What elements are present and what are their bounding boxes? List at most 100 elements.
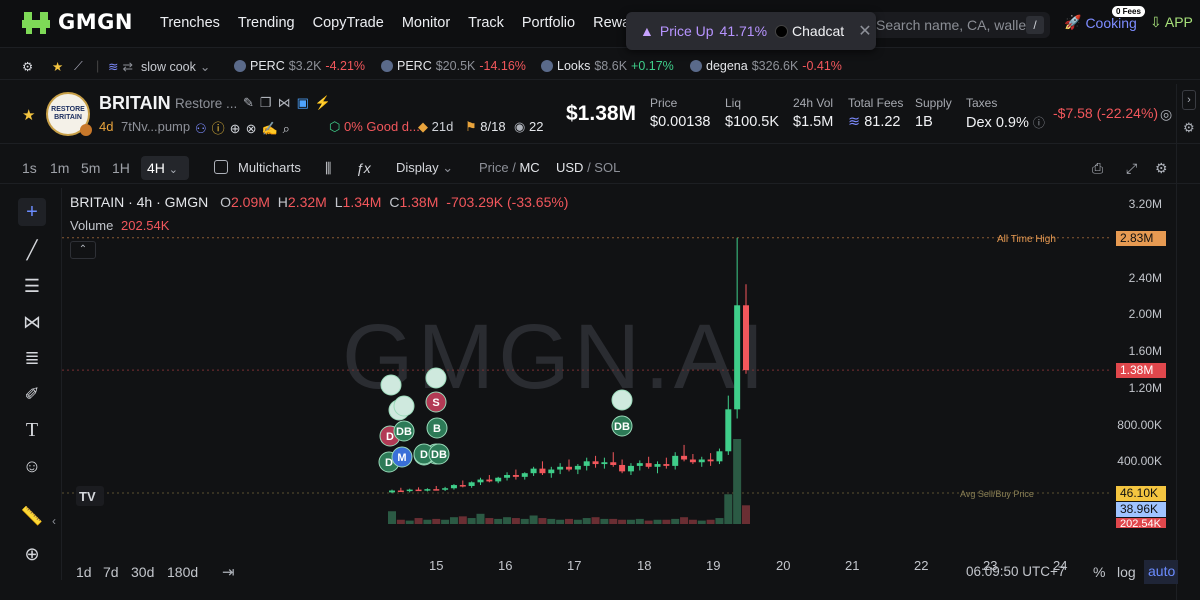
currency-toggle[interactable]: USD / SOL <box>556 160 621 175</box>
candle-body <box>530 468 537 474</box>
trendline-icon[interactable]: ╱ <box>26 240 38 260</box>
search-icon[interactable]: ⌕ <box>282 121 295 136</box>
goto-date-icon[interactable]: ⇥ <box>222 564 235 581</box>
volume-bar <box>635 518 644 524</box>
fib-icon[interactable]: ≣ <box>24 348 40 368</box>
emoji-icon[interactable]: ☺ <box>22 456 42 476</box>
stat-label: Liq <box>725 96 742 110</box>
ticker-item[interactable]: degena $326.6K -0.41% <box>690 59 842 73</box>
nav-track[interactable]: Track <box>468 15 504 31</box>
close-label: C <box>389 194 400 210</box>
eye-off-icon[interactable]: ◎ <box>1160 106 1173 122</box>
multicharts-label[interactable]: Multicharts <box>238 160 301 175</box>
sol-option[interactable]: SOL <box>594 160 621 175</box>
note-icon[interactable]: ✍ <box>261 121 283 136</box>
chart-canvas[interactable]: GMGN.AI All Time High Avg Sell/Buy Price S D… <box>62 188 1112 552</box>
price-option[interactable]: Price <box>479 160 509 175</box>
price-chart[interactable]: GMGN.AI All Time High Avg Sell/Buy Price S D… <box>62 188 1112 552</box>
stat-value: $1.5M <box>793 114 834 130</box>
ticker-item[interactable]: Looks $8.6K +0.17% <box>541 59 674 73</box>
candle-body <box>397 490 404 493</box>
nav-copytrade[interactable]: CopyTrade <box>312 15 384 31</box>
wallet-switch-icon: ⇄ <box>122 60 133 74</box>
bolt-icon[interactable]: ⚡ <box>314 95 338 110</box>
token-avatar <box>690 60 702 72</box>
range-30d[interactable]: 30d <box>131 564 155 580</box>
range-7d[interactable]: 7d <box>103 564 119 580</box>
usd-option[interactable]: USD <box>556 160 584 175</box>
timeframe-dropdown[interactable]: 4H ⌄ <box>141 156 189 180</box>
info-icon[interactable]: ⓘ <box>1032 116 1045 130</box>
fullscreen-icon[interactable]: ⤢ <box>1126 160 1138 176</box>
horizontal-lines-icon[interactable]: ☰ <box>23 276 41 296</box>
timeframe-1s[interactable]: 1s <box>22 160 37 176</box>
timeframe-1m[interactable]: 1m <box>50 160 70 176</box>
shield-icon: ⬡ <box>329 119 341 134</box>
nav-trending[interactable]: Trending <box>237 15 295 31</box>
display-dropdown[interactable]: Display ⌄ <box>396 160 453 176</box>
contract-address[interactable]: 7tNv...pump <box>121 119 191 134</box>
cooking-button[interactable]: 🚀 Cooking <box>1064 14 1137 31</box>
edit-icon[interactable]: ✎ <box>243 95 260 110</box>
multicharts-checkbox[interactable] <box>214 160 228 174</box>
twitter-icon[interactable]: ▣ <box>296 95 315 110</box>
volume-bar <box>538 518 547 524</box>
collapse-toolbar-icon[interactable]: ‹ <box>52 514 56 528</box>
ticker-item[interactable]: PERC $3.2K -4.21% <box>234 59 365 73</box>
ticker-mc: $326.6K <box>751 59 799 73</box>
collapse-legend-button[interactable]: ⌃ <box>70 241 96 259</box>
gear-icon[interactable]: ⚙ <box>1183 120 1195 135</box>
candle-body <box>636 463 643 466</box>
globe-icon[interactable]: ⊕ <box>229 121 246 136</box>
nav-trenches[interactable]: Trenches <box>160 15 220 31</box>
taxes-value: Dex 0.9% <box>966 115 1029 131</box>
copy-icon[interactable]: ❐ <box>259 95 278 110</box>
x-icon[interactable]: ⊗ <box>245 121 262 136</box>
volume-bar <box>423 519 432 524</box>
chart-icon[interactable]: ⟋ <box>74 59 83 73</box>
stat-label: Supply <box>915 96 952 110</box>
volume-bar <box>414 518 423 524</box>
star-icon[interactable]: ★ <box>52 60 64 74</box>
ticker-item[interactable]: PERC $20.5K -14.16% <box>381 59 526 73</box>
share-icon[interactable]: ⋈ <box>277 95 297 110</box>
close-icon[interactable]: ✕ <box>858 23 872 40</box>
timeframe-1h[interactable]: 1H <box>112 160 130 176</box>
app-button[interactable]: ⇩ APP <box>1150 14 1193 31</box>
gmgn-logo[interactable]: GMGN <box>22 10 133 34</box>
crosshair-icon[interactable]: + <box>18 198 46 226</box>
settings-icon[interactable]: ⚙ <box>1155 160 1168 176</box>
warning-icon[interactable]: ⓘ <box>211 121 230 136</box>
favorite-star-icon[interactable]: ★ <box>22 107 36 124</box>
percent-toggle[interactable]: % <box>1093 564 1106 580</box>
volume-bar <box>582 518 591 524</box>
price-axis[interactable]: 3.20M 2.83M 2.40M 2.00M 1.60M 1.38M 1.20… <box>1112 188 1170 552</box>
zoom-in-icon[interactable]: ⊕ <box>24 544 40 564</box>
ruler-icon[interactable]: 📏 <box>20 506 44 526</box>
text-tool-icon[interactable]: T <box>25 419 39 441</box>
timeframe-5m[interactable]: 5m <box>81 160 101 176</box>
trade-marker-label: D <box>420 449 428 461</box>
expand-panel-button[interactable]: › <box>1182 90 1196 110</box>
range-1d[interactable]: 1d <box>76 564 92 580</box>
price-alert-toast[interactable]: ▲ Price Up 41.71% Chadcat ✕ <box>626 12 876 50</box>
clock[interactable]: 06:09:50 UTC+7 <box>966 564 1066 579</box>
log-toggle[interactable]: log <box>1117 564 1136 580</box>
volume-bar <box>706 519 715 524</box>
holders-icon[interactable]: ⚇ <box>195 121 212 136</box>
brush-icon[interactable]: ✐ <box>24 384 40 404</box>
camera-icon[interactable]: ⎙ <box>1092 160 1104 176</box>
price-mc-toggle[interactable]: Price / MC <box>479 160 540 175</box>
indicators-compare-icon[interactable]: ⫼ <box>325 160 332 176</box>
mc-option[interactable]: MC <box>519 160 540 175</box>
wallet-selector[interactable]: ≋ ⇄ slow cook ⌄ <box>108 59 210 75</box>
auto-toggle[interactable]: auto <box>1144 560 1178 584</box>
nav-monitor[interactable]: Monitor <box>401 15 451 31</box>
search-input[interactable]: Search name, CA, wallet <box>876 17 1031 33</box>
pattern-icon[interactable]: ⋈ <box>23 312 41 332</box>
search-box[interactable]: Search name, CA, wallet / <box>860 12 1050 38</box>
settings-gear-icon[interactable]: ⚙ <box>22 60 34 74</box>
function-icon[interactable]: ƒx <box>356 160 371 176</box>
nav-portfolio[interactable]: Portfolio <box>521 15 576 31</box>
range-180d[interactable]: 180d <box>167 564 199 580</box>
